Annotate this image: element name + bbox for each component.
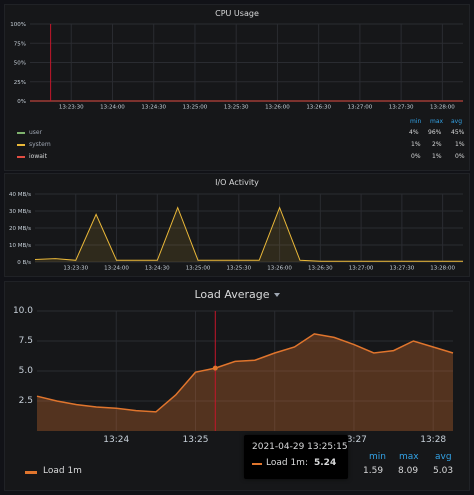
tooltip-value: 5.24 xyxy=(314,458,337,468)
hover-point xyxy=(212,365,218,371)
cpu-usage-panel: CPU Usage 0% 25% 50% 75% 100% 13:23:30 13:24:0… xyxy=(4,4,470,171)
tooltip-swatch xyxy=(252,463,262,465)
legend-swatch xyxy=(17,132,25,134)
legend-max: 96% xyxy=(428,129,442,136)
x-tick-label: 13:28 xyxy=(420,435,446,445)
load-legend: min max avg Load 1m 1.59 8.09 5.03 xyxy=(5,450,469,490)
cpu-legend: min max avg user 4% 96% 45% system 1% 2%… xyxy=(5,118,469,168)
load-average-panel: Load Average 2.5 5.0 7.5 10.0 13:24 13:25 13:2… xyxy=(4,281,470,491)
y-tick-label: 40 MB/s xyxy=(9,192,31,198)
legend-swatch xyxy=(17,144,25,146)
cpu-usage-chart: 0% 25% 50% 75% 100% 13:23:30 13:24:00 13:24:30 1… xyxy=(10,22,464,111)
x-tick-label: 13:24:00 xyxy=(100,105,125,111)
y-tick-label: 50% xyxy=(14,61,26,67)
load-legend-header-max[interactable]: max xyxy=(399,452,419,462)
load-panel-title[interactable]: Load Average xyxy=(5,288,469,301)
x-tick-label: 13:25:30 xyxy=(224,105,249,111)
legend-series-name[interactable]: system xyxy=(29,141,51,148)
y-tick-label: 10 MB/s xyxy=(9,243,31,249)
y-tick-label: 25% xyxy=(14,80,26,86)
legend-min: 4% xyxy=(409,129,419,136)
tooltip-series: Load 1m: xyxy=(266,458,308,468)
hover-tooltip: 2021-04-29 13:25:15 Load 1m: 5.24 xyxy=(244,435,348,479)
series-line xyxy=(36,333,454,413)
load-legend-header-avg[interactable]: avg xyxy=(435,452,452,462)
x-tick-label: 13:27:30 xyxy=(390,266,415,272)
legend-swatch xyxy=(25,471,37,474)
y-tick-label: 10.0 xyxy=(13,306,33,316)
legend-avg: 0% xyxy=(455,153,465,160)
load-legend-header-min[interactable]: min xyxy=(369,452,386,462)
x-tick-label: 13:23:30 xyxy=(63,266,88,272)
cpu-panel-title[interactable]: CPU Usage xyxy=(215,9,259,18)
x-tick-label: 13:27 xyxy=(341,435,367,445)
legend-max: 2% xyxy=(432,141,442,148)
legend-avg: 1% xyxy=(455,141,465,148)
y-tick-label: 2.5 xyxy=(19,396,33,406)
load-legend-header: min max avg xyxy=(5,452,469,462)
y-tick-label: 0% xyxy=(17,99,26,105)
x-tick-label: 13:26:30 xyxy=(306,105,331,111)
x-tick-label: 13:24:00 xyxy=(104,266,129,272)
x-tick-label: 13:23:30 xyxy=(59,105,84,111)
legend-series-name[interactable]: Load 1m xyxy=(43,466,82,476)
cpu-legend-row-user[interactable]: user 4% 96% 45% xyxy=(5,129,469,139)
y-tick-label: 0 B/s xyxy=(17,260,31,266)
x-tick-label: 13:28:00 xyxy=(430,105,455,111)
legend-max: 1% xyxy=(432,153,442,160)
io-activity-panel: I/O Activity 0 B/s 10 MB/s 20 MB/s 30 MB/s 4… xyxy=(4,173,470,277)
series-area xyxy=(37,333,453,431)
load-legend-row[interactable]: Load 1m 1.59 8.09 5.03 xyxy=(5,466,469,476)
x-tick-label: 13:24:30 xyxy=(145,266,170,272)
io-activity-chart: 0 B/s 10 MB/s 20 MB/s 30 MB/s 40 MB/s 13:23:3… xyxy=(9,192,464,272)
legend-min: 0% xyxy=(411,153,421,160)
legend-max: 8.09 xyxy=(398,466,419,476)
x-tick-label: 13:27:00 xyxy=(348,105,373,111)
series-line xyxy=(34,206,463,262)
cpu-legend-row-iowait[interactable]: iowait 0% 1% 0% xyxy=(5,153,469,163)
legend-min: 1.59 xyxy=(363,466,384,476)
x-tick-label: 13:24:30 xyxy=(141,105,166,111)
io-panel-title[interactable]: I/O Activity xyxy=(215,178,259,187)
x-tick-label: 13:25:00 xyxy=(186,266,211,272)
x-tick-label: 13:27:30 xyxy=(389,105,414,111)
y-tick-label: 75% xyxy=(14,41,26,47)
x-tick-label: 13:24 xyxy=(103,435,129,445)
x-tick-label: 13:26:30 xyxy=(308,266,333,272)
y-tick-label: 5.0 xyxy=(19,366,34,376)
x-tick-label: 13:25 xyxy=(183,435,209,445)
legend-swatch xyxy=(17,156,25,158)
cpu-legend-row-system[interactable]: system 1% 2% 1% xyxy=(5,141,469,151)
x-tick-label: 13:27:00 xyxy=(349,266,374,272)
cpu-legend-header: min max avg xyxy=(5,118,469,128)
x-tick-label: 13:26:00 xyxy=(267,266,292,272)
y-tick-label: 20 MB/s xyxy=(9,226,31,232)
cpu-legend-header-avg[interactable]: avg xyxy=(451,118,463,125)
legend-series-name[interactable]: user xyxy=(29,129,43,136)
legend-min: 1% xyxy=(411,141,421,148)
legend-avg: 5.03 xyxy=(433,466,454,476)
x-tick-label: 13:25:30 xyxy=(226,266,251,272)
x-tick-label: 13:26:00 xyxy=(265,105,290,111)
y-tick-label: 30 MB/s xyxy=(9,209,31,215)
cpu-legend-header-min[interactable]: min xyxy=(410,118,422,125)
chevron-down-icon[interactable] xyxy=(273,293,280,297)
y-tick-label: 100% xyxy=(10,22,26,28)
cpu-legend-header-max[interactable]: max xyxy=(430,118,444,125)
series-area xyxy=(35,207,463,262)
x-tick-label: 13:28:00 xyxy=(430,266,455,272)
load-panel-title-text: Load Average xyxy=(194,288,270,301)
x-tick-label: 13:25:00 xyxy=(183,105,208,111)
tooltip-time: 2021-04-29 13:25:15 xyxy=(252,442,348,452)
legend-series-name[interactable]: iowait xyxy=(29,153,47,160)
y-tick-label: 7.5 xyxy=(19,336,33,346)
legend-avg: 45% xyxy=(451,129,465,136)
